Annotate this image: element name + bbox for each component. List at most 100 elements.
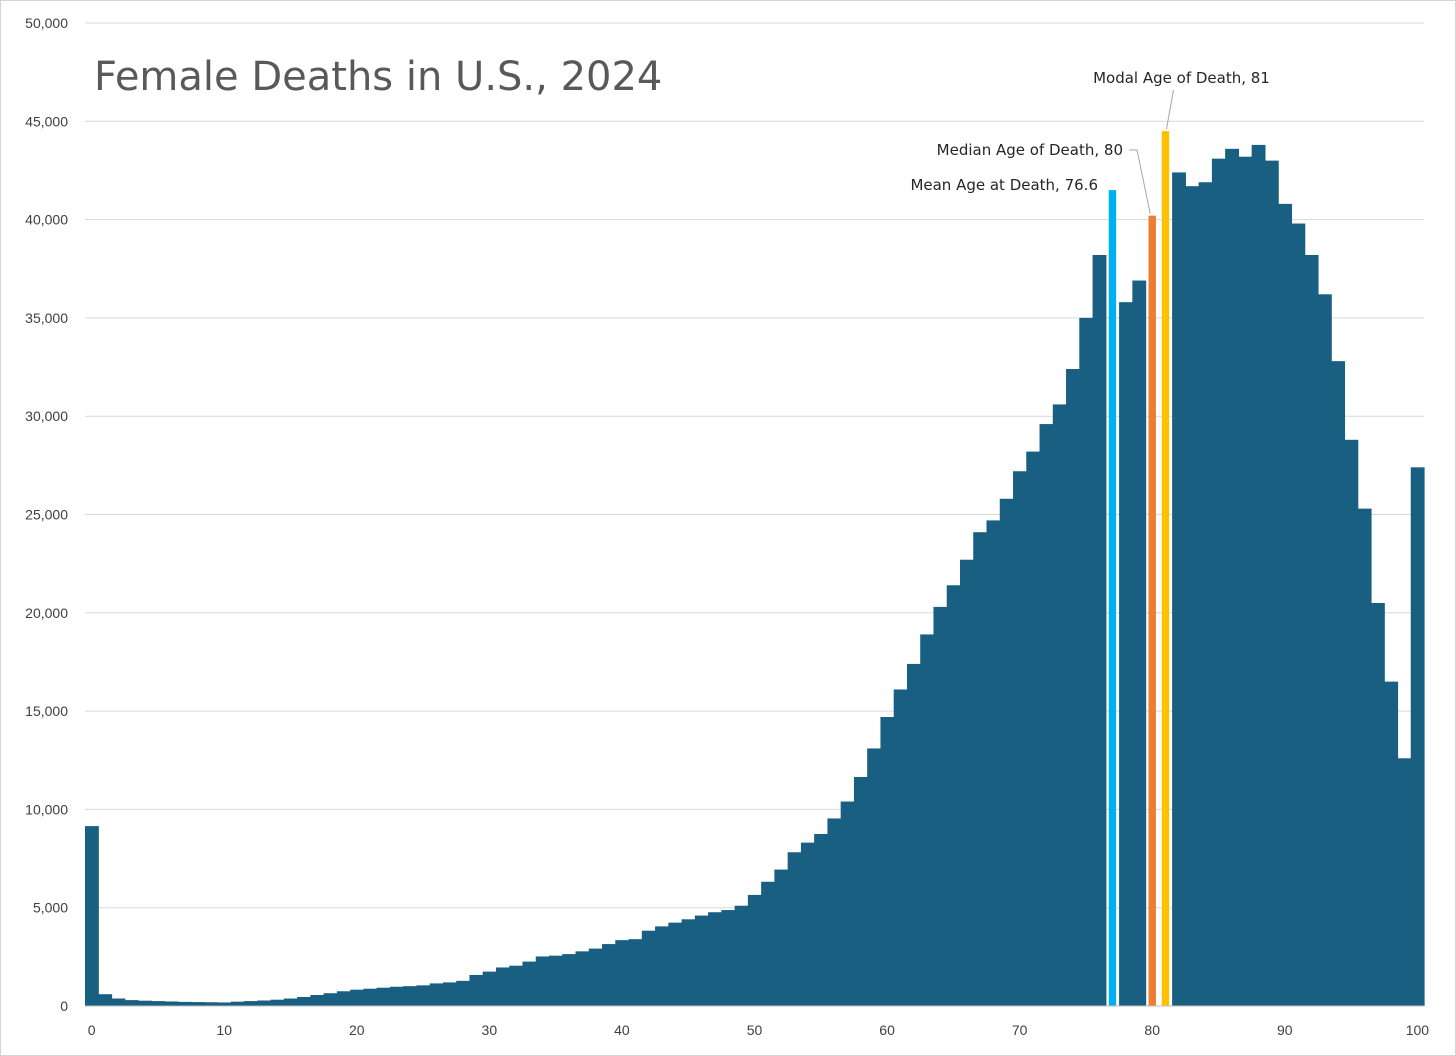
bar-age-5	[151, 1001, 166, 1006]
bar-age-19	[336, 991, 351, 1006]
bar-age-13	[257, 1000, 272, 1006]
bar-age-16	[297, 996, 311, 1006]
bar-age-40	[615, 940, 630, 1006]
bar-age-36	[562, 954, 577, 1006]
bar-age-66	[959, 559, 974, 1006]
y-tick-label: 30,000	[25, 408, 68, 424]
bar-age-78	[1119, 302, 1133, 1006]
x-tick-label: 100	[1406, 1022, 1430, 1038]
x-axis-ticks: 0 10 20 30 40 50 60 70 80 90 100	[88, 1022, 1430, 1038]
bar-age-26	[429, 983, 444, 1006]
chart-title: Female Deaths in U.S., 2024	[94, 54, 662, 100]
bar-age-43	[655, 926, 669, 1006]
bar-age-91	[1291, 223, 1306, 1007]
bar-age-23	[389, 986, 404, 1006]
bar-age-79	[1132, 280, 1147, 1006]
y-tick-label: 15,000	[25, 703, 68, 719]
bar-age-42	[641, 930, 656, 1006]
bar-age-94	[1331, 361, 1346, 1007]
annotation-leaders	[1129, 89, 1174, 214]
bar-age-39	[602, 944, 616, 1006]
bar-age-38	[588, 948, 603, 1006]
bar-age-0	[85, 826, 99, 1006]
bar-age-61	[893, 689, 908, 1006]
x-tick-label: 90	[1277, 1022, 1293, 1038]
x-tick-label: 10	[216, 1022, 232, 1038]
bar-age-83	[1185, 186, 1200, 1007]
bar-age-44	[668, 922, 683, 1006]
x-tick-label: 20	[349, 1022, 365, 1038]
y-tick-label: 0	[60, 998, 68, 1014]
bar-age-93	[1317, 294, 1332, 1007]
bars	[85, 131, 1425, 1007]
y-tick-label: 10,000	[25, 801, 68, 817]
bar-age-18	[323, 993, 338, 1006]
bar-age-88	[1251, 144, 1266, 1007]
annotation-label-81: Modal Age of Death, 81	[1093, 69, 1270, 87]
y-tick-label: 35,000	[25, 310, 68, 326]
x-tick-label: 40	[614, 1022, 630, 1038]
bar-age-70	[1013, 471, 1027, 1006]
bar-age-10	[217, 1002, 232, 1006]
bar-age-65	[946, 585, 961, 1006]
bar-age-34	[535, 956, 550, 1006]
bar-age-22	[376, 987, 391, 1006]
bar-age-30	[482, 971, 497, 1006]
bar-age-98	[1384, 681, 1399, 1006]
bar-age-21	[363, 988, 378, 1006]
bar-age-48	[721, 910, 736, 1006]
bar-age-33	[522, 961, 537, 1006]
bar-age-35	[549, 955, 563, 1006]
bar-highlight-age-81	[1161, 131, 1170, 1006]
annotations: Mean Age at Death, 76.6 Median Age of Dea…	[910, 69, 1269, 194]
bar-age-45	[681, 919, 696, 1006]
bar-age-1	[98, 994, 113, 1006]
x-tick-label: 0	[88, 1022, 96, 1038]
bar-highlight-age-80	[1148, 215, 1156, 1007]
bar-age-97	[1370, 602, 1385, 1006]
bar-age-90	[1278, 203, 1293, 1006]
bar-age-12	[244, 1001, 258, 1006]
bar-age-4	[138, 1000, 152, 1006]
bar-age-15	[283, 998, 298, 1006]
mode-leader-line	[1165, 89, 1174, 130]
bar-age-63	[920, 634, 935, 1006]
y-tick-label: 5,000	[33, 900, 68, 916]
x-tick-label: 70	[1012, 1022, 1028, 1038]
bar-age-49	[734, 905, 749, 1006]
bar-age-20	[350, 989, 365, 1006]
bar-age-99	[1397, 758, 1412, 1006]
bar-age-25	[416, 985, 431, 1006]
bar-age-55	[814, 833, 829, 1006]
bar-age-86	[1225, 148, 1239, 1007]
annotation-label-80: Median Age of Death, 80	[937, 141, 1123, 159]
bar-age-84	[1198, 182, 1213, 1007]
bar-age-47	[708, 912, 722, 1006]
bar-age-32	[509, 965, 524, 1006]
bar-age-31	[495, 967, 510, 1006]
bar-age-7	[177, 1001, 192, 1006]
bar-age-87	[1238, 156, 1253, 1007]
bar-age-2	[111, 998, 126, 1006]
bar-age-72	[1039, 424, 1054, 1007]
median-leader-line	[1129, 149, 1151, 214]
bar-age-53	[787, 852, 802, 1006]
bar-age-60	[880, 716, 895, 1006]
y-tick-label: 40,000	[25, 212, 68, 228]
bar-age-6	[164, 1001, 179, 1006]
bar-age-96	[1357, 508, 1372, 1006]
bar-highlight-age-77	[1108, 190, 1117, 1007]
bar-age-73	[1052, 404, 1067, 1006]
y-tick-label: 45,000	[25, 113, 68, 129]
bar-age-9	[204, 1002, 219, 1006]
bar-age-24	[403, 986, 418, 1006]
bar-age-52	[774, 869, 789, 1006]
bar-age-41	[628, 939, 643, 1006]
y-axis-ticks: 0 5,000 10,000 15,000 20,000 25,000 30,000 35,0…	[25, 15, 68, 1014]
x-tick-label: 60	[879, 1022, 895, 1038]
bar-age-46	[694, 915, 709, 1006]
bar-age-54	[800, 842, 815, 1006]
bar-age-64	[933, 606, 948, 1006]
y-tick-label: 50,000	[25, 15, 68, 31]
x-tick-label: 30	[482, 1022, 498, 1038]
